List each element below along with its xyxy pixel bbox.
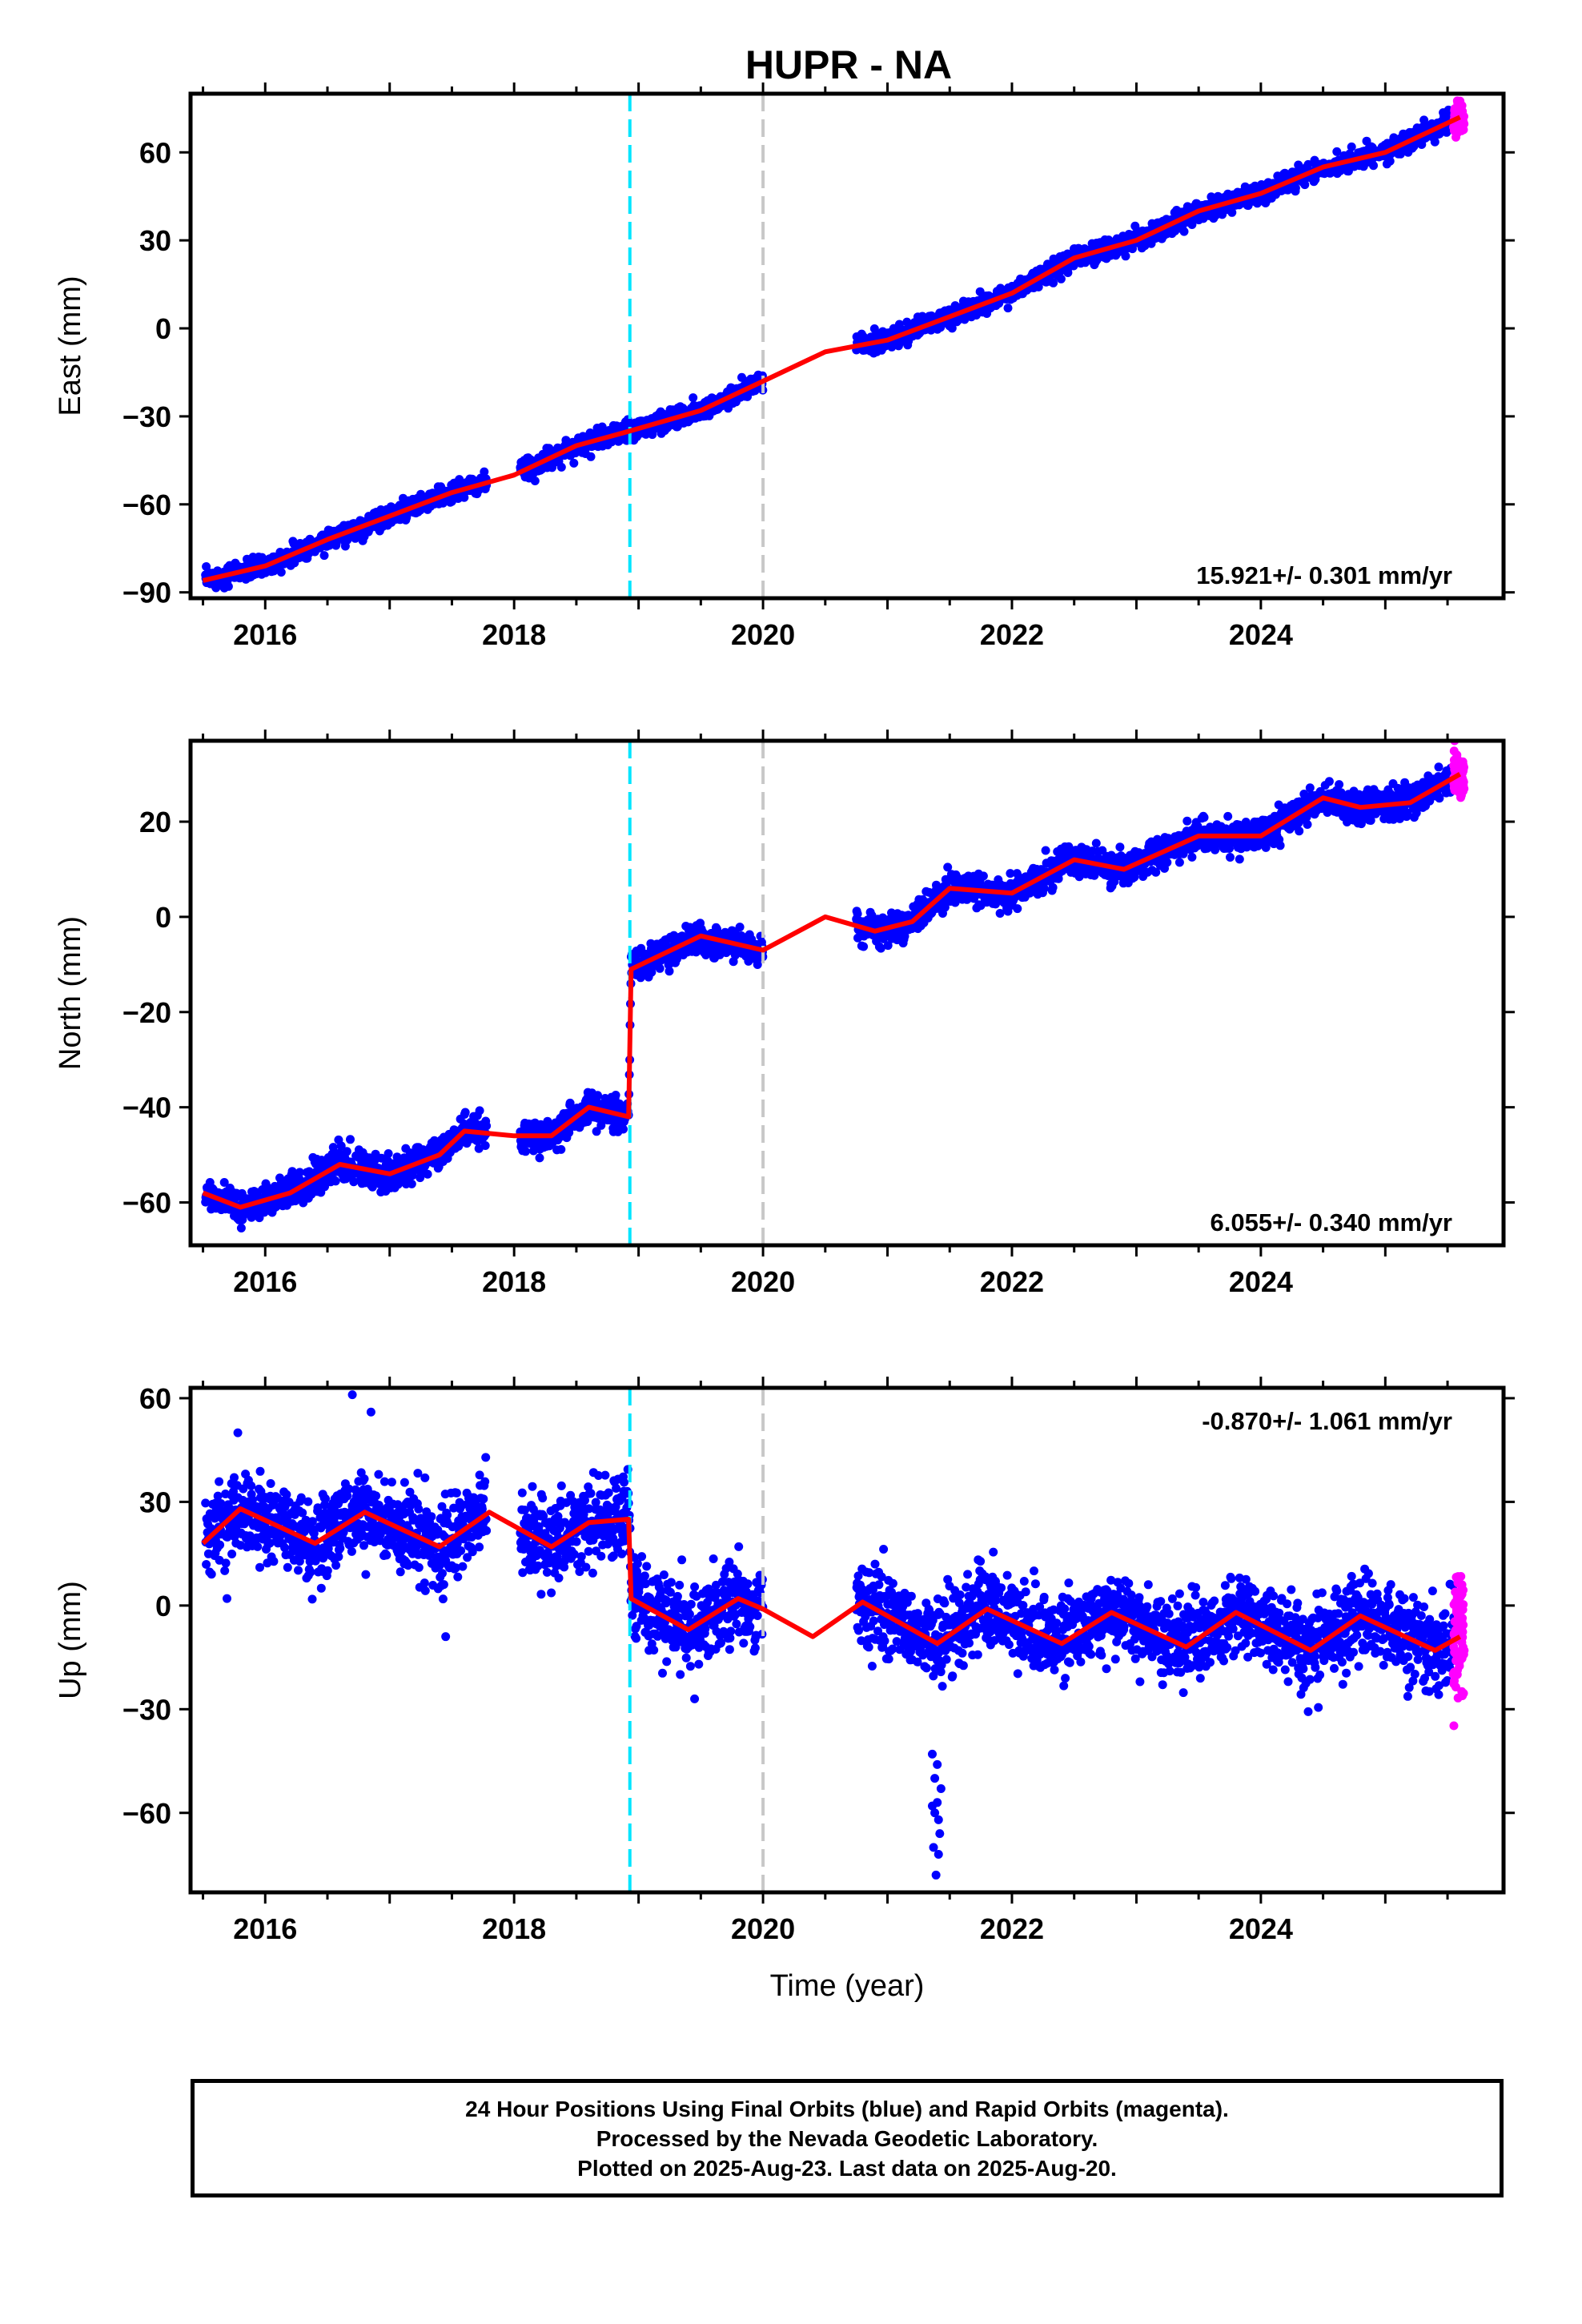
final-orbit-point <box>320 1182 329 1192</box>
final-orbit-point <box>672 955 681 964</box>
plot-frame <box>188 91 1506 601</box>
final-orbit-point <box>1179 227 1189 236</box>
final-orbit-point <box>592 1127 601 1136</box>
final-orbit-point <box>1332 147 1342 156</box>
final-orbit-point <box>556 1144 566 1154</box>
final-orbit-point <box>319 551 329 561</box>
final-orbit-point <box>423 1169 432 1179</box>
final-orbit-point <box>950 898 960 907</box>
final-orbit-point <box>1056 274 1066 283</box>
final-orbit-point <box>1013 904 1022 914</box>
final-orbit-point <box>1003 907 1013 916</box>
final-orbit-point <box>295 1168 304 1177</box>
rapid-orbit-point <box>1459 125 1468 135</box>
final-orbit-point <box>615 1099 624 1108</box>
final-orbit-point <box>349 1177 359 1187</box>
final-orbit-point <box>482 1121 492 1131</box>
y-axis-label: East (mm) <box>54 275 87 416</box>
rapid-orbit-point <box>1459 118 1468 127</box>
final-orbit-point <box>219 1178 229 1187</box>
final-orbit-point <box>342 1147 351 1156</box>
x-axis-ticks: 2016 2018 2020 2022 2024 <box>202 82 1449 651</box>
y-tick-label: −60 <box>122 489 171 521</box>
final-orbit-point <box>1187 220 1197 229</box>
final-orbit-point <box>1430 137 1439 147</box>
x-tick-label: 2024 <box>1229 618 1293 651</box>
final-orbit-point <box>236 1224 246 1232</box>
y-tick-label: 0 <box>155 312 171 345</box>
final-orbit-point <box>556 462 566 472</box>
y-tick-label: −30 <box>122 400 171 433</box>
final-orbit-point <box>1121 251 1130 261</box>
x-tick-label: 2016 <box>233 618 297 651</box>
final-orbit-point <box>1227 207 1237 217</box>
final-orbit-point <box>596 1120 606 1130</box>
final-orbit-point <box>876 943 885 953</box>
final-orbit-point <box>367 1182 377 1192</box>
chart-title: HUPR - NA <box>745 42 952 87</box>
final-orbit-point <box>947 324 957 333</box>
final-orbit-point <box>1303 159 1313 169</box>
final-orbit-point <box>328 1143 338 1152</box>
final-orbit-point <box>480 467 489 476</box>
final-orbit-point <box>530 476 540 485</box>
x-tick-label: 2018 <box>482 618 546 651</box>
final-orbit-point <box>978 871 988 881</box>
final-orbit-point <box>383 1149 393 1158</box>
final-orbit-point <box>995 909 1005 918</box>
plot-area <box>201 741 1469 1245</box>
final-orbit-point <box>223 581 233 591</box>
final-orbit-point <box>336 1141 346 1151</box>
final-orbit-point <box>287 1167 297 1176</box>
final-orbit-point <box>460 1108 470 1117</box>
final-orbit-point <box>753 960 762 969</box>
final-orbit-point <box>331 1176 340 1186</box>
y-axis-ticks: −90 −60 −30 0 30 60 <box>122 136 1515 609</box>
final-orbit-point <box>665 967 674 976</box>
model-fit-line <box>202 115 1461 583</box>
final-orbit-point <box>611 1091 620 1100</box>
final-orbit-point <box>1291 183 1300 193</box>
final-orbit-point <box>1385 156 1395 166</box>
final-orbit-point <box>655 963 665 973</box>
y-tick-label: −90 <box>122 577 171 609</box>
final-orbit-point <box>619 1124 628 1134</box>
final-orbit-point <box>1003 304 1013 313</box>
final-orbit-point <box>943 862 953 872</box>
final-orbit-point <box>521 1147 530 1156</box>
final-orbit-point <box>346 1135 355 1144</box>
y-tick-label: 30 <box>139 224 171 257</box>
final-orbit-point <box>535 1153 544 1163</box>
final-orbit-point <box>1006 869 1015 879</box>
final-orbit-point <box>271 1202 281 1212</box>
final-orbit-point <box>859 942 869 951</box>
x-tick-label: 2020 <box>731 618 795 651</box>
x-tick-label: 2022 <box>980 618 1044 651</box>
final-orbit-point <box>1369 161 1378 171</box>
final-orbit-point <box>480 1141 490 1150</box>
final-orbit-point <box>586 452 596 461</box>
final-orbit-point <box>735 923 745 932</box>
final-orbit-point <box>1049 278 1058 287</box>
final-orbit-point <box>593 1091 602 1100</box>
final-orbit-point <box>1347 142 1356 151</box>
east-panel: 2016 2018 2020 2022 2024 −90 −60 −30 0 30 60 East (… <box>54 82 1515 651</box>
final-orbit-point <box>689 393 698 403</box>
final-orbit-point <box>853 909 862 919</box>
final-orbit-point <box>883 941 893 951</box>
final-orbit-point <box>276 568 286 577</box>
final-orbit-point <box>407 1179 416 1188</box>
plot-area <box>201 94 1469 598</box>
final-orbit-point <box>475 1106 484 1116</box>
final-orbit-point <box>569 458 579 468</box>
velocity-label: 15.921+/- 0.301 mm/yr <box>1196 561 1452 589</box>
y-tick-label: 60 <box>139 136 171 169</box>
final-orbit-point <box>1300 180 1310 190</box>
